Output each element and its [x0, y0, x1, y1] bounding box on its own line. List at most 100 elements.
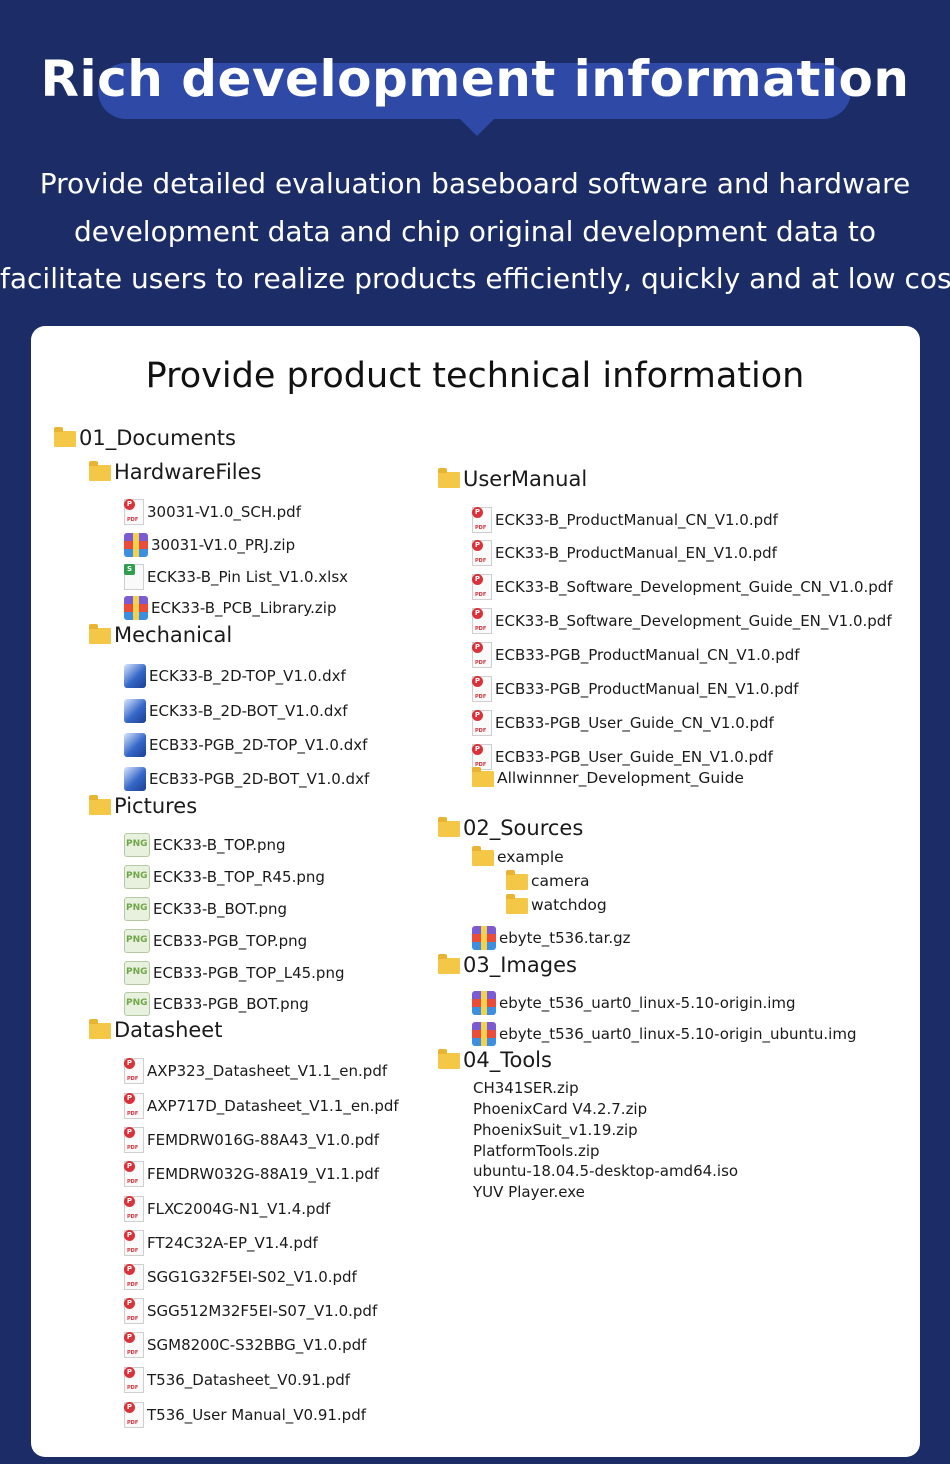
folder-icon — [438, 467, 460, 488]
pdf-file-icon: P — [472, 574, 492, 600]
file-item[interactable]: PAXP717D_Datasheet_V1.1_en.pdf — [124, 1093, 399, 1119]
file-item[interactable]: PECB33-PGB_User_Guide_EN_V1.0.pdf — [472, 744, 773, 770]
file-item[interactable]: PlatformTools.zip — [473, 1142, 600, 1160]
pdf-file-icon: P — [124, 1127, 144, 1153]
png-image-icon — [124, 833, 150, 857]
pdf-file-icon: P — [124, 1058, 144, 1084]
file-item[interactable]: S ECK33-B_Pin List_V1.0.xlsx — [124, 564, 348, 590]
file-item[interactable]: ECK33-B_PCB_Library.zip — [124, 596, 337, 620]
file-item[interactable]: PSGG512M32F5EI-S07_V1.0.pdf — [124, 1298, 377, 1324]
folder-icon — [472, 846, 494, 866]
file-item[interactable]: PhoenixCard V4.2.7.zip — [473, 1100, 648, 1118]
folder-icon — [506, 870, 528, 890]
file-item[interactable]: PFLXC2004G-N1_V1.4.pdf — [124, 1196, 330, 1222]
folder-hardwarefiles[interactable]: HardwareFiles — [89, 460, 261, 483]
file-item[interactable]: YUV Player.exe — [473, 1183, 585, 1201]
png-image-icon — [124, 992, 150, 1016]
pdf-file-icon: P — [124, 1332, 144, 1358]
subtitle-line: facilitate users to realize products eff… — [0, 262, 950, 295]
folder-icon — [89, 623, 111, 644]
file-item[interactable]: PSGG1G32F5EI-S02_V1.0.pdf — [124, 1264, 357, 1290]
file-item[interactable]: PFT24C32A-EP_V1.4.pdf — [124, 1230, 318, 1256]
folder-icon — [89, 1018, 111, 1039]
folder-example[interactable]: example — [472, 846, 564, 866]
file-item[interactable]: CH341SER.zip — [473, 1079, 579, 1097]
excel-file-icon: S — [124, 564, 144, 590]
folder-datasheet[interactable]: Datasheet — [89, 1018, 222, 1041]
file-item[interactable]: PECK33-B_Software_Development_Guide_CN_V… — [472, 574, 893, 600]
folder-icon — [89, 460, 111, 481]
pdf-file-icon: P — [124, 1230, 144, 1256]
file-item[interactable]: PT536_Datasheet_V0.91.pdf — [124, 1367, 350, 1393]
pdf-file-icon: P — [124, 1402, 144, 1428]
file-item[interactable]: ebyte_t536_uart0_linux-5.10-origin_ubunt… — [472, 1022, 856, 1046]
page-title: Rich development information — [40, 50, 910, 108]
folder-icon — [438, 816, 460, 837]
folder-tools[interactable]: 04_Tools — [438, 1048, 552, 1071]
file-item[interactable]: PECK33-B_ProductManual_CN_V1.0.pdf — [472, 507, 778, 533]
file-item[interactable]: P30031-V1.0_SCH.pdf — [124, 499, 301, 525]
file-item[interactable]: PAXP323_Datasheet_V1.1_en.pdf — [124, 1058, 387, 1084]
zip-archive-icon — [124, 596, 148, 620]
file-item[interactable]: PECK33-B_Software_Development_Guide_EN_V… — [472, 608, 892, 634]
folder-icon — [438, 953, 460, 974]
png-image-icon — [124, 865, 150, 889]
file-item[interactable]: PECK33-B_ProductManual_EN_V1.0.pdf — [472, 540, 777, 566]
file-item[interactable]: PhoenixSuit_v1.19.zip — [473, 1121, 638, 1139]
folder-documents[interactable]: 01_Documents — [54, 426, 236, 449]
zip-archive-icon — [124, 533, 148, 557]
pdf-file-icon: P — [124, 1093, 144, 1119]
file-item[interactable]: ECK33-B_2D-BOT_V1.0.dxf — [124, 699, 348, 723]
folder-camera[interactable]: camera — [506, 870, 590, 890]
folder-images[interactable]: 03_Images — [438, 953, 577, 976]
pdf-file-icon: P — [124, 1367, 144, 1393]
file-item[interactable]: 30031-V1.0_PRJ.zip — [124, 533, 295, 557]
pdf-file-icon: P — [472, 642, 492, 668]
file-item[interactable]: ECK33-B_2D-TOP_V1.0.dxf — [124, 664, 346, 688]
cad-file-icon — [124, 664, 146, 688]
pdf-file-icon: P — [472, 744, 492, 770]
folder-mechanical[interactable]: Mechanical — [89, 623, 232, 646]
file-item[interactable]: ebyte_t536.tar.gz — [472, 926, 631, 950]
disk-image-icon — [472, 1022, 496, 1046]
folder-usermanual[interactable]: UserManual — [438, 467, 587, 490]
file-item[interactable]: ECB33-PGB_BOT.png — [124, 992, 309, 1016]
pdf-file-icon: P — [472, 676, 492, 702]
pdf-file-icon: P — [472, 608, 492, 634]
folder-watchdog[interactable]: watchdog — [506, 894, 607, 914]
file-item[interactable]: ECK33-B_TOP.png — [124, 833, 286, 857]
file-item[interactable]: PECB33-PGB_ProductManual_CN_V1.0.pdf — [472, 642, 800, 668]
folder-icon — [54, 426, 76, 447]
folder-icon — [506, 894, 528, 914]
file-item[interactable]: PECB33-PGB_User_Guide_CN_V1.0.pdf — [472, 710, 774, 736]
file-item[interactable]: ECB33-PGB_TOP_L45.png — [124, 961, 344, 985]
pdf-file-icon: P — [472, 507, 492, 533]
file-item[interactable]: ECB33-PGB_2D-BOT_V1.0.dxf — [124, 767, 369, 791]
disk-image-icon — [472, 991, 496, 1015]
file-item[interactable]: ebyte_t536_uart0_linux-5.10-origin.img — [472, 991, 796, 1015]
folder-allwinner-guide[interactable]: Allwinnner_Development_Guide — [472, 767, 744, 787]
subtitle-line: Provide detailed evaluation baseboard so… — [39, 167, 911, 200]
file-item[interactable]: ECB33-PGB_TOP.png — [124, 929, 307, 953]
file-item[interactable]: PFEMDRW016G-88A43_V1.0.pdf — [124, 1127, 379, 1153]
png-image-icon — [124, 897, 150, 921]
pdf-file-icon: P — [124, 1298, 144, 1324]
file-item[interactable]: PECB33-PGB_ProductManual_EN_V1.0.pdf — [472, 676, 799, 702]
file-item[interactable]: ECK33-B_TOP_R45.png — [124, 865, 325, 889]
folder-sources[interactable]: 02_Sources — [438, 816, 583, 839]
file-item[interactable]: PSGM8200C-S32BBG_V1.0.pdf — [124, 1332, 366, 1358]
pdf-file-icon: P — [472, 710, 492, 736]
folder-pictures[interactable]: Pictures — [89, 794, 197, 817]
file-item[interactable]: PFEMDRW032G-88A19_V1.1.pdf — [124, 1161, 379, 1187]
card-title: Provide product technical information — [145, 356, 805, 396]
file-item[interactable]: ECK33-B_BOT.png — [124, 897, 287, 921]
pdf-file-icon: P — [124, 499, 144, 525]
png-image-icon — [124, 961, 150, 985]
pdf-file-icon: P — [472, 540, 492, 566]
title-banner — [98, 63, 851, 119]
file-item[interactable]: ECB33-PGB_2D-TOP_V1.0.dxf — [124, 733, 367, 757]
file-item[interactable]: ubuntu-18.04.5-desktop-amd64.iso — [473, 1162, 739, 1180]
file-item[interactable]: PT536_User Manual_V0.91.pdf — [124, 1402, 366, 1428]
png-image-icon — [124, 929, 150, 953]
folder-icon — [438, 1048, 460, 1069]
